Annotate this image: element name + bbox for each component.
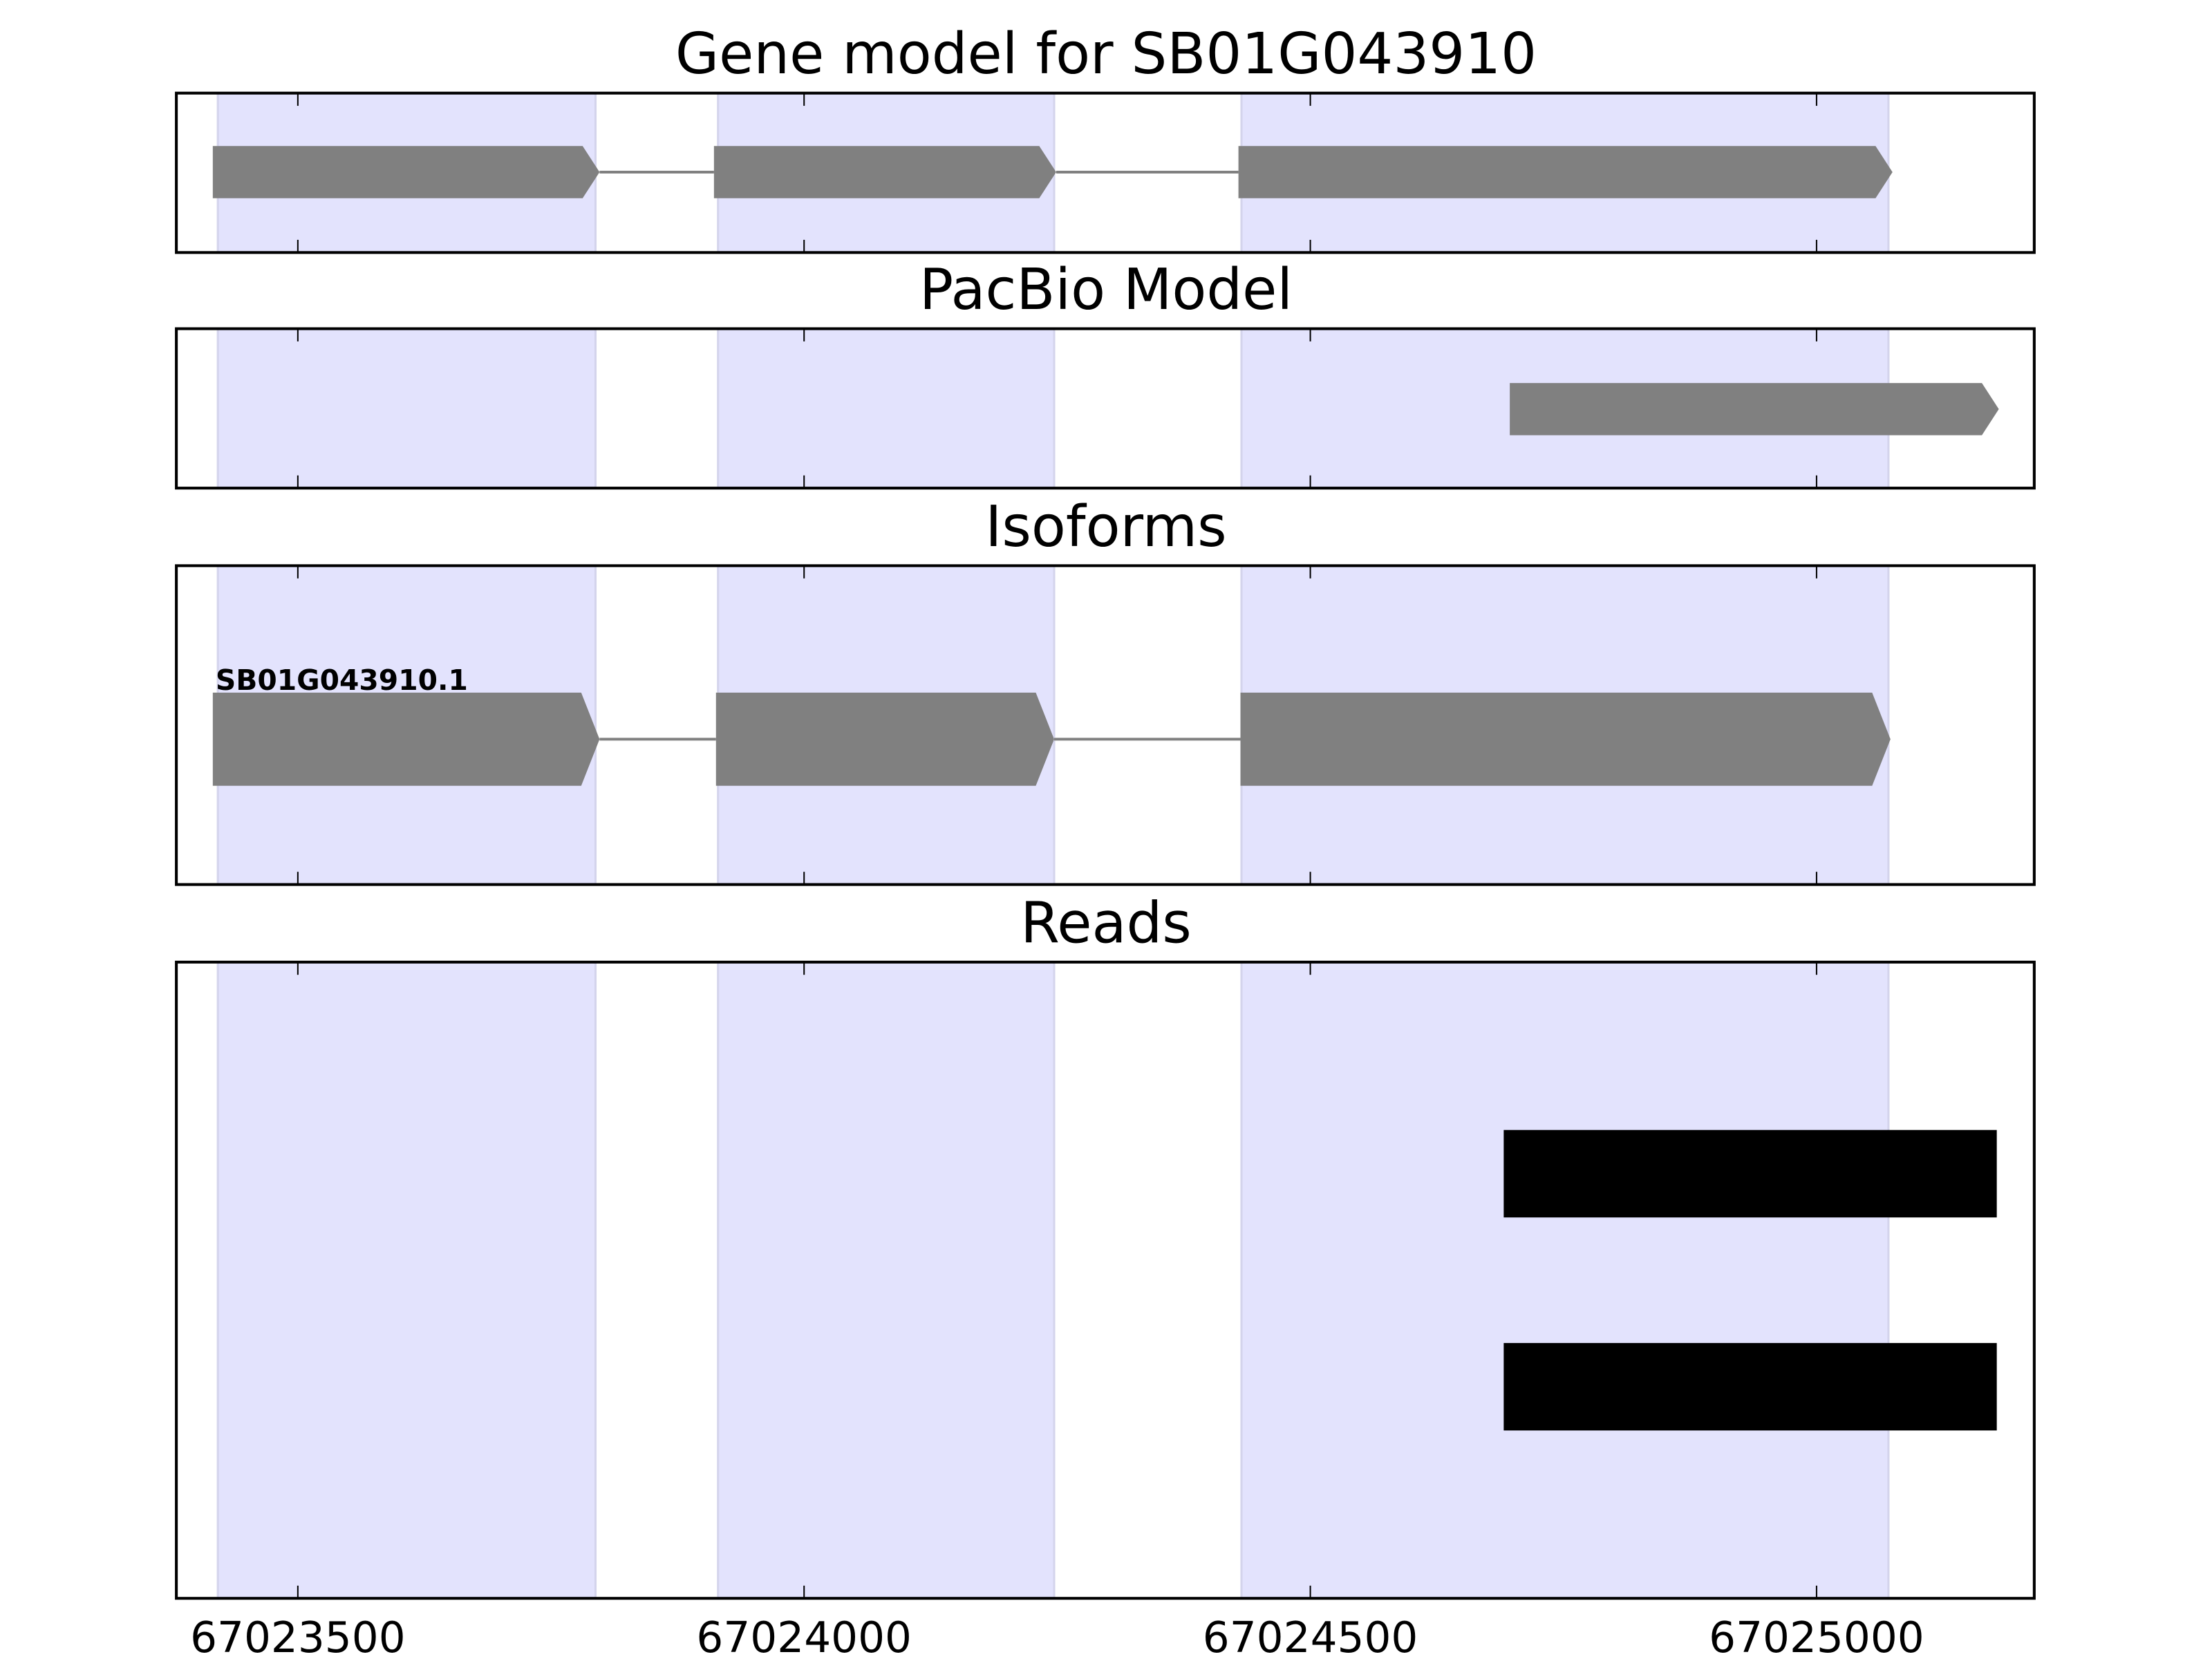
x-tick-label: 67024000: [696, 1613, 912, 1659]
exon-arrow: [1238, 146, 1893, 198]
panel-reads: Reads: [175, 890, 2036, 1600]
exon-shading-region: [717, 961, 1056, 1600]
exon-arrow: [1510, 383, 1999, 435]
panel-gene-model-for-sb01g043910: Gene model for SB01G043910: [175, 21, 2036, 254]
panel-title: Reads: [1020, 890, 1192, 956]
x-tick-label: 67024500: [1203, 1613, 1418, 1659]
panel-pacbio-model: PacBio Model: [175, 257, 2036, 490]
exon-arrow: [1240, 693, 1891, 786]
panel-title: PacBio Model: [919, 257, 1293, 323]
x-tick-label: 67023500: [190, 1613, 406, 1659]
exon-shading-region: [216, 327, 597, 489]
panel-title: Isoforms: [985, 494, 1226, 560]
exon-arrow: [715, 693, 1055, 786]
exon-arrow: [212, 693, 600, 786]
exon-shading-region: [1240, 961, 1890, 1600]
panel-frame: [175, 960, 2036, 1600]
panel-frame: [175, 91, 2036, 254]
exon-shading-region: [216, 961, 597, 1600]
panel-frame: [175, 327, 2036, 490]
panel-frame: [175, 564, 2036, 886]
exon-arrow: [212, 146, 600, 198]
panel-title: Gene model for SB01G043910: [675, 21, 1537, 87]
read-bar: [1503, 1342, 1997, 1431]
exon-arrow: [713, 146, 1056, 198]
exon-shading-region: [717, 327, 1056, 489]
read-bar: [1503, 1130, 1997, 1218]
x-tick-label: 67025000: [1709, 1613, 1924, 1659]
panel-isoforms: Isoforms SB01G043910.1: [175, 494, 2036, 886]
isoform-label: SB01G043910.1: [216, 664, 468, 697]
